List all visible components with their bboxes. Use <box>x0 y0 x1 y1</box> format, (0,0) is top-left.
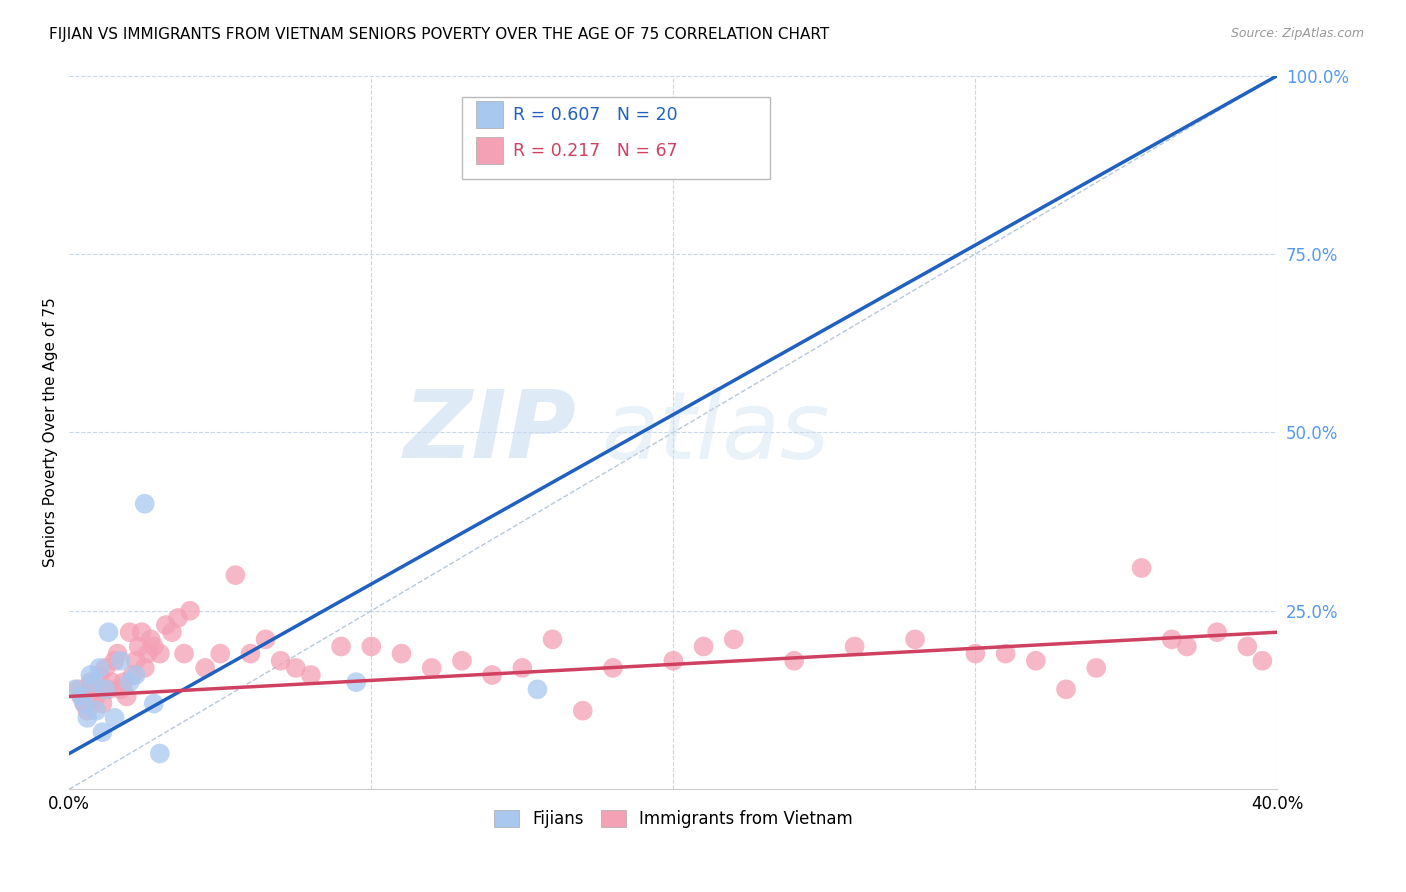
Point <box>86 704 108 718</box>
Point <box>783 654 806 668</box>
Point <box>100 675 122 690</box>
Text: R = 0.217   N = 67: R = 0.217 N = 67 <box>513 142 678 160</box>
Point <box>160 625 183 640</box>
Point <box>994 647 1017 661</box>
Point <box>270 654 292 668</box>
Point <box>420 661 443 675</box>
Point <box>142 640 165 654</box>
Point <box>110 654 132 668</box>
Point <box>239 647 262 661</box>
Point <box>330 640 353 654</box>
FancyBboxPatch shape <box>463 97 770 179</box>
Legend: Fijians, Immigrants from Vietnam: Fijians, Immigrants from Vietnam <box>488 803 859 834</box>
Point <box>662 654 685 668</box>
Point <box>254 632 277 647</box>
Point <box>125 654 148 668</box>
Point <box>209 647 232 661</box>
Point <box>134 661 156 675</box>
Text: FIJIAN VS IMMIGRANTS FROM VIETNAM SENIORS POVERTY OVER THE AGE OF 75 CORRELATION: FIJIAN VS IMMIGRANTS FROM VIETNAM SENIOR… <box>49 27 830 42</box>
Point <box>67 682 90 697</box>
Point <box>571 704 593 718</box>
Point <box>70 690 93 704</box>
Bar <box>477 101 503 128</box>
Point <box>107 647 129 661</box>
Point <box>94 661 117 675</box>
Text: R = 0.607   N = 20: R = 0.607 N = 20 <box>513 105 678 124</box>
Point <box>510 661 533 675</box>
Point <box>526 682 548 697</box>
Point <box>155 618 177 632</box>
Point <box>121 668 143 682</box>
Point <box>179 604 201 618</box>
Point <box>112 675 135 690</box>
Point <box>94 682 117 697</box>
Point <box>118 675 141 690</box>
Point <box>299 668 322 682</box>
Point <box>134 497 156 511</box>
Point <box>360 640 382 654</box>
Text: atlas: atlas <box>600 387 830 478</box>
Point <box>76 704 98 718</box>
Point <box>65 682 87 697</box>
Point <box>481 668 503 682</box>
Bar <box>477 137 503 164</box>
Point <box>125 668 148 682</box>
Point <box>79 668 101 682</box>
Point <box>1206 625 1229 640</box>
Point <box>1054 682 1077 697</box>
Point <box>1175 640 1198 654</box>
Y-axis label: Seniors Poverty Over the Age of 75: Seniors Poverty Over the Age of 75 <box>44 298 58 567</box>
Point <box>167 611 190 625</box>
Point <box>79 675 101 690</box>
Point <box>149 647 172 661</box>
Point <box>115 690 138 704</box>
Text: Source: ZipAtlas.com: Source: ZipAtlas.com <box>1230 27 1364 40</box>
Point <box>451 654 474 668</box>
Point <box>602 661 624 675</box>
Point <box>904 632 927 647</box>
Point <box>103 711 125 725</box>
Point <box>173 647 195 661</box>
Point <box>131 625 153 640</box>
Text: ZIP: ZIP <box>404 386 576 478</box>
Point <box>391 647 413 661</box>
Point <box>97 625 120 640</box>
Point <box>1251 654 1274 668</box>
Point <box>149 747 172 761</box>
Point <box>1085 661 1108 675</box>
Point <box>76 711 98 725</box>
Point <box>73 697 96 711</box>
Point <box>1236 640 1258 654</box>
Point <box>97 682 120 697</box>
Point <box>723 632 745 647</box>
Point <box>224 568 246 582</box>
Point <box>139 632 162 647</box>
Point <box>82 675 104 690</box>
Point <box>118 625 141 640</box>
Point <box>103 654 125 668</box>
Point <box>1025 654 1047 668</box>
Point <box>194 661 217 675</box>
Point <box>541 632 564 647</box>
Point <box>91 697 114 711</box>
Point <box>142 697 165 711</box>
Point <box>692 640 714 654</box>
Point <box>965 647 987 661</box>
Point <box>1130 561 1153 575</box>
Point <box>1160 632 1182 647</box>
Point <box>844 640 866 654</box>
Point <box>110 682 132 697</box>
Point <box>86 690 108 704</box>
Point <box>128 640 150 654</box>
Point <box>70 690 93 704</box>
Point <box>344 675 367 690</box>
Point <box>136 647 159 661</box>
Point <box>89 661 111 675</box>
Point <box>91 725 114 739</box>
Point <box>284 661 307 675</box>
Point <box>89 668 111 682</box>
Point <box>82 682 104 697</box>
Point <box>73 697 96 711</box>
